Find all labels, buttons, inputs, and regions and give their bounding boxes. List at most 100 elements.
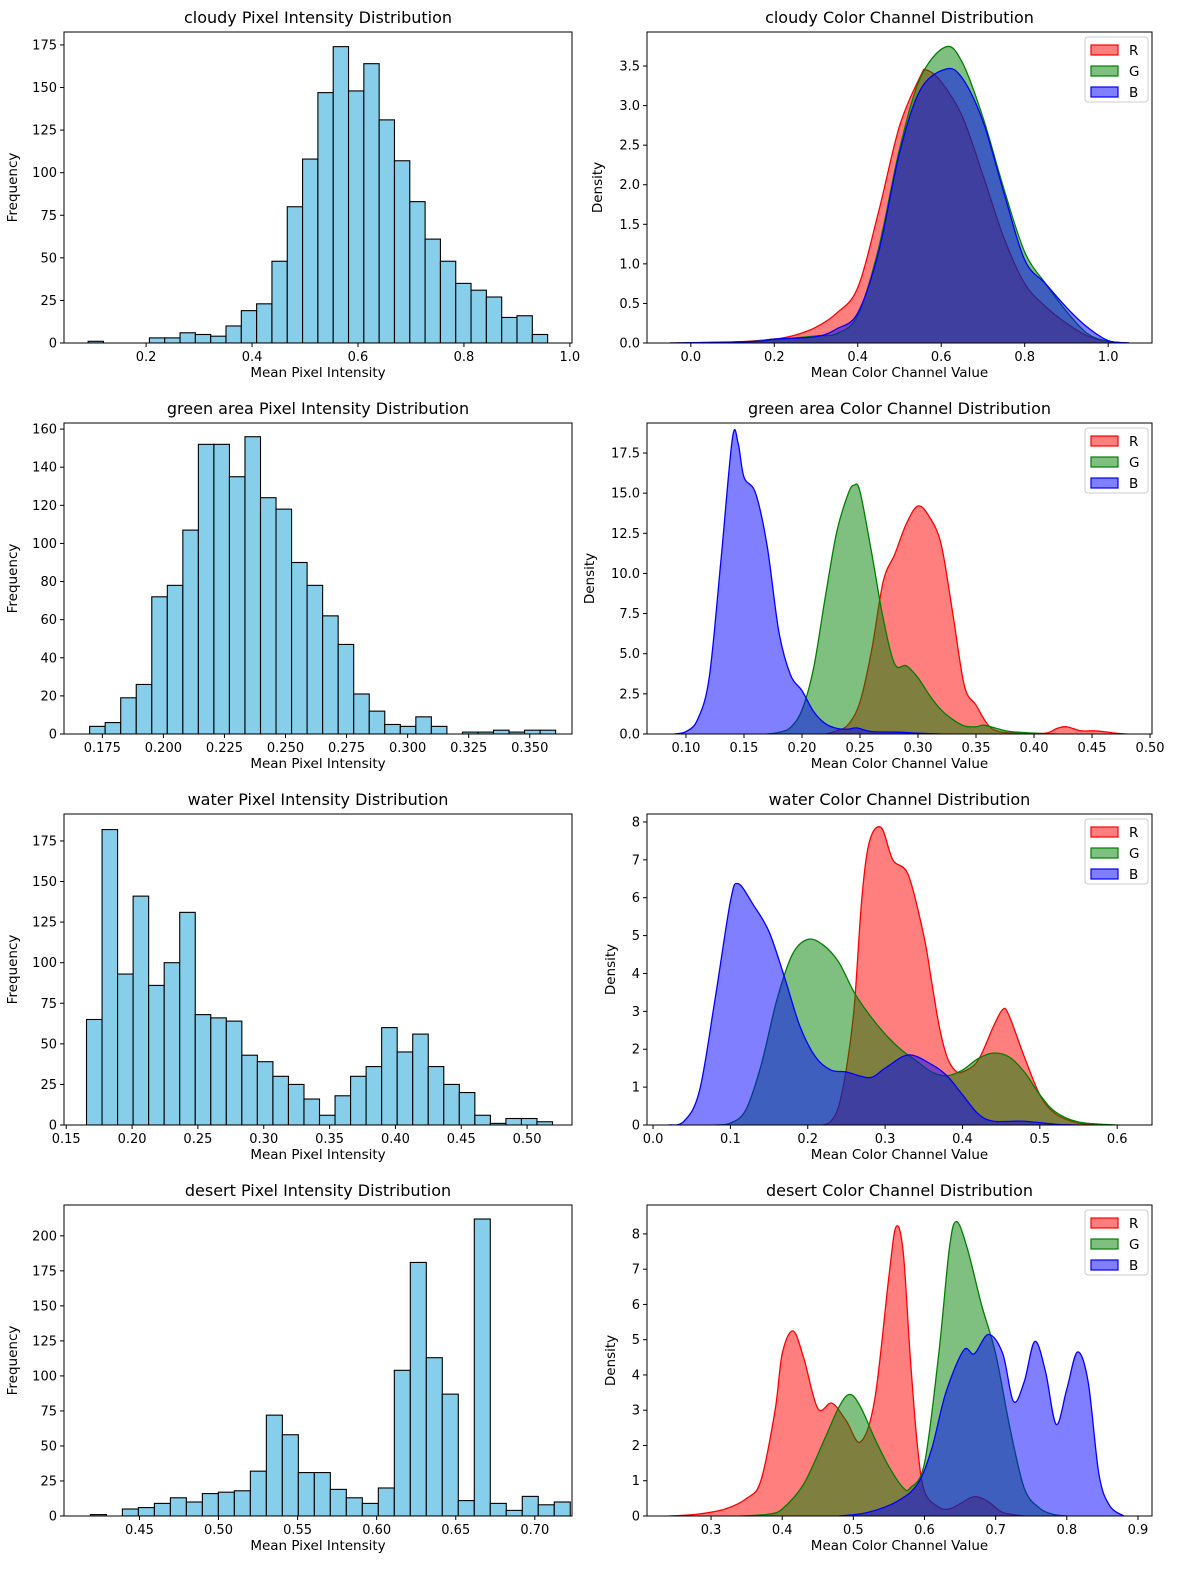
x-tick-label: 0.6 bbox=[931, 350, 952, 365]
y-tick-label: 4 bbox=[632, 1368, 640, 1383]
x-tick-label: 0.35 bbox=[962, 741, 991, 756]
legend: RGB bbox=[1084, 818, 1149, 885]
chart-title: water Pixel Intensity Distribution bbox=[188, 790, 449, 809]
y-tick-label: 140 bbox=[32, 461, 57, 476]
y-tick-label: 100 bbox=[32, 166, 57, 181]
y-tick-label: 4 bbox=[632, 967, 640, 982]
x-axis-label: Mean Color Channel Value bbox=[811, 756, 988, 772]
legend: RGB bbox=[1084, 1209, 1149, 1276]
y-tick-label: 160 bbox=[32, 423, 57, 438]
y-tick-label: 0 bbox=[49, 1510, 57, 1525]
y-tick-label: 0 bbox=[49, 337, 57, 352]
legend: RGB bbox=[1084, 427, 1149, 494]
density-panel: RGB 0.10 0.15 0.20 0.25 0.30 0.35 0.40 0.45 0.50 0… bbox=[582, 399, 1165, 772]
x-tick-label: 0.40 bbox=[381, 1132, 410, 1147]
y-axis-label: Frequency bbox=[5, 1326, 21, 1396]
histogram-bar bbox=[353, 693, 370, 734]
histogram-bar bbox=[539, 729, 557, 734]
histogram-bar bbox=[121, 1508, 139, 1516]
x-tick-label: 0.250 bbox=[267, 741, 304, 756]
density-line-b bbox=[839, 1333, 1125, 1516]
y-tick-label: 17.5 bbox=[611, 447, 640, 462]
y-tick-label: 100 bbox=[32, 537, 57, 552]
histogram-bar bbox=[439, 260, 457, 343]
x-tick-label: 0.30 bbox=[904, 741, 933, 756]
histogram-bar bbox=[317, 92, 334, 343]
axes-frame bbox=[646, 31, 1153, 344]
plot-area bbox=[674, 429, 1127, 734]
histogram-bar bbox=[166, 584, 184, 734]
legend-label: G bbox=[1129, 455, 1139, 471]
histogram-bar bbox=[182, 529, 199, 734]
density-fill-b bbox=[839, 1334, 1124, 1516]
x-tick-label: 0.60 bbox=[362, 1523, 391, 1538]
histogram-bar bbox=[194, 333, 212, 343]
x-tick-label: 0.5 bbox=[1029, 1132, 1050, 1147]
y-axis-label: Frequency bbox=[5, 153, 21, 223]
histogram-bar bbox=[424, 238, 441, 343]
y-tick-label: 80 bbox=[40, 575, 57, 590]
x-axis-label: Mean Color Channel Value bbox=[811, 1147, 988, 1163]
histogram-bar bbox=[489, 1502, 507, 1516]
x-axis-label: Mean Pixel Intensity bbox=[250, 756, 385, 772]
x-tick-label: 0.3 bbox=[701, 1523, 722, 1538]
histogram-bar bbox=[217, 1491, 235, 1516]
density-panel: RGB 0.3 0.4 0.5 0.6 0.7 0.8 0.9 0 1 2 3 4 5 6 7 8 desert … bbox=[603, 1181, 1153, 1554]
histogram-bar bbox=[197, 443, 215, 734]
histogram-bar bbox=[179, 332, 196, 343]
histogram-bar bbox=[256, 1061, 274, 1125]
legend-swatch-b bbox=[1090, 1259, 1119, 1271]
histogram-bar bbox=[135, 683, 153, 734]
y-tick-label: 8 bbox=[632, 1227, 640, 1242]
y-tick-label: 0.0 bbox=[619, 728, 640, 743]
histogram-bar bbox=[501, 316, 518, 343]
y-tick-label: 12.5 bbox=[611, 527, 640, 542]
plot-area bbox=[87, 46, 549, 343]
density-line-g bbox=[767, 483, 1058, 734]
histogram-bar bbox=[350, 1075, 367, 1125]
density-fill-b bbox=[668, 883, 1079, 1125]
y-tick-label: 150 bbox=[32, 81, 57, 96]
x-tick-label: 0.0 bbox=[680, 350, 701, 365]
x-tick-label: 0.45 bbox=[1078, 741, 1107, 756]
y-tick-label: 25 bbox=[40, 294, 57, 309]
histogram-bar bbox=[101, 829, 119, 1125]
y-axis-label: Density bbox=[582, 553, 598, 604]
histogram-bar bbox=[313, 1472, 331, 1516]
x-tick-label: 0.50 bbox=[513, 1132, 542, 1147]
y-tick-label: 125 bbox=[32, 916, 57, 931]
plot-area bbox=[668, 826, 1118, 1125]
legend-label: R bbox=[1129, 1216, 1138, 1232]
x-tick-label: 0.8 bbox=[1056, 1523, 1077, 1538]
histogram-bar bbox=[259, 497, 277, 734]
legend-label: B bbox=[1129, 867, 1138, 883]
legend-label: B bbox=[1129, 1258, 1138, 1274]
y-tick-label: 0.5 bbox=[619, 297, 640, 312]
x-tick-label: 0.4 bbox=[847, 350, 868, 365]
chart-title: water Color Channel Distribution bbox=[769, 790, 1031, 809]
y-tick-label: 75 bbox=[40, 997, 57, 1012]
x-tick-label: 0.4 bbox=[242, 350, 263, 365]
histogram-bar bbox=[281, 1434, 299, 1516]
y-tick-label: 60 bbox=[40, 613, 57, 628]
histogram-bar bbox=[120, 697, 137, 734]
histogram-bar bbox=[377, 1487, 395, 1516]
x-axis-label: Mean Color Channel Value bbox=[811, 1538, 988, 1554]
histogram-bar bbox=[384, 723, 401, 734]
chart-title: cloudy Color Channel Distribution bbox=[765, 8, 1034, 27]
x-tick-label: 0.6 bbox=[348, 350, 369, 365]
histogram-bar bbox=[210, 1017, 227, 1125]
y-tick-label: 1.0 bbox=[619, 257, 640, 272]
x-tick-label: 0.4 bbox=[772, 1523, 793, 1538]
chart-title: green area Pixel Intensity Distribution bbox=[167, 399, 469, 418]
x-tick-label: 0.70 bbox=[520, 1523, 549, 1538]
x-tick-label: 0.35 bbox=[315, 1132, 344, 1147]
x-tick-label: 0.8 bbox=[454, 350, 475, 365]
y-tick-label: 0 bbox=[49, 1119, 57, 1134]
legend-label: R bbox=[1129, 825, 1138, 841]
histogram-bar bbox=[303, 1098, 321, 1125]
axes-frame bbox=[646, 813, 1153, 1126]
y-tick-label: 5 bbox=[632, 929, 640, 944]
x-tick-label: 0.25 bbox=[183, 1132, 212, 1147]
x-tick-label: 0.6 bbox=[1107, 1132, 1128, 1147]
